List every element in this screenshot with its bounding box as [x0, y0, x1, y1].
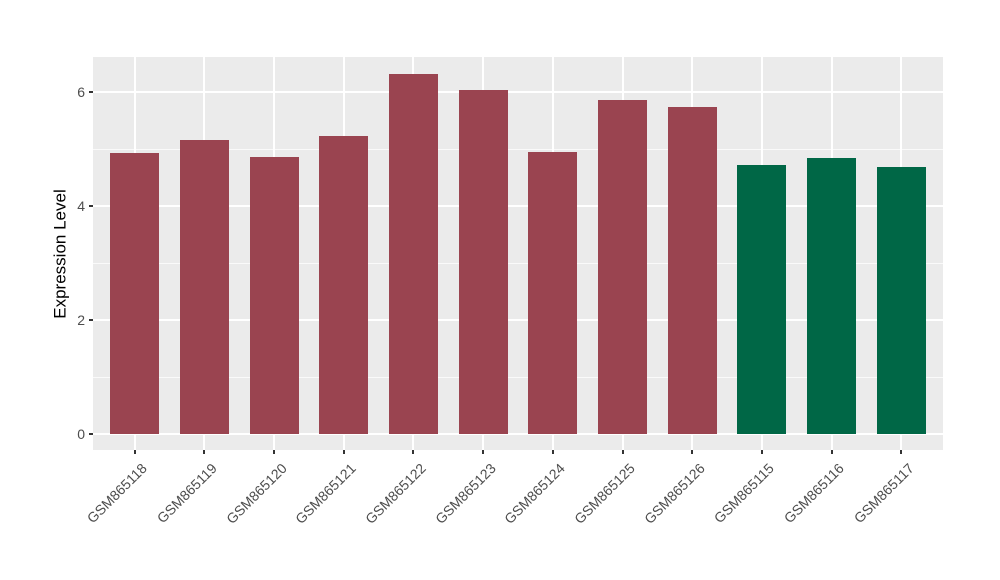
y-tick-mark-4	[89, 205, 93, 207]
x-tick-label-GSM865121: GSM865121	[292, 460, 360, 527]
bar-GSM865116	[807, 157, 856, 434]
x-tick-label-GSM865115: GSM865115	[711, 460, 778, 527]
x-tick-label-GSM865119: GSM865119	[153, 460, 220, 527]
y-tick-mark-6	[89, 91, 93, 93]
y-axis-title: Expression Level	[51, 188, 70, 319]
gridline-major-y4	[93, 205, 943, 207]
bar-GSM865119	[180, 139, 229, 434]
y-tick-mark-2	[89, 319, 93, 321]
x-tick-label-GSM865117: GSM865117	[850, 460, 917, 527]
gridline-minor-y3	[93, 262, 943, 264]
gridline-major-y0	[93, 433, 943, 435]
x-tick-label-GSM865124: GSM865124	[501, 460, 569, 527]
x-tick-mark-GSM865121	[342, 450, 345, 454]
x-tick-label-GSM865125: GSM865125	[570, 460, 638, 527]
y-tick-label-4: 4	[77, 198, 85, 214]
x-tick-label-GSM865123: GSM865123	[431, 460, 499, 527]
x-tick-mark-GSM865116	[830, 450, 833, 454]
x-tick-label-GSM865120: GSM865120	[222, 460, 290, 527]
x-tick-mark-GSM865118	[133, 450, 136, 454]
x-tick-mark-GSM865126	[691, 450, 694, 454]
x-tick-mark-GSM865120	[273, 450, 276, 454]
x-tick-mark-GSM865115	[760, 450, 763, 454]
bar-GSM865125	[598, 99, 647, 434]
y-tick-label-6: 6	[77, 84, 85, 100]
y-tick-mark-0	[89, 433, 93, 435]
x-tick-label-GSM865116: GSM865116	[780, 460, 847, 527]
gridline-major-y6	[93, 91, 943, 93]
y-axis-title-box: Expression Level	[48, 57, 74, 450]
x-tick-label-GSM865122: GSM865122	[361, 460, 429, 527]
x-tick-mark-GSM865119	[203, 450, 206, 454]
y-tick-label-0: 0	[77, 426, 85, 442]
x-tick-mark-GSM865124	[551, 450, 554, 454]
x-tick-label-GSM865126: GSM865126	[640, 460, 708, 527]
bar-GSM865118	[110, 153, 160, 434]
bar-GSM865124	[528, 151, 578, 434]
plot-panel	[93, 57, 943, 450]
bar-GSM865123	[458, 89, 508, 434]
gridline-minor-y1	[93, 376, 943, 378]
bar-GSM865115	[737, 164, 787, 434]
bar-GSM865122	[389, 73, 438, 434]
x-tick-mark-GSM865117	[900, 450, 903, 454]
bar-GSM865126	[667, 106, 717, 434]
y-tick-label-2: 2	[77, 312, 85, 328]
x-tick-mark-GSM865125	[621, 450, 624, 454]
x-tick-mark-GSM865123	[482, 450, 485, 454]
bar-GSM865121	[319, 135, 369, 434]
x-tick-mark-GSM865122	[412, 450, 415, 454]
bar-GSM865120	[249, 156, 299, 434]
gridline-minor-y5	[93, 148, 943, 150]
gridline-major-y2	[93, 319, 943, 321]
bar-GSM865117	[876, 167, 926, 434]
x-tick-label-GSM865118: GSM865118	[83, 460, 151, 527]
